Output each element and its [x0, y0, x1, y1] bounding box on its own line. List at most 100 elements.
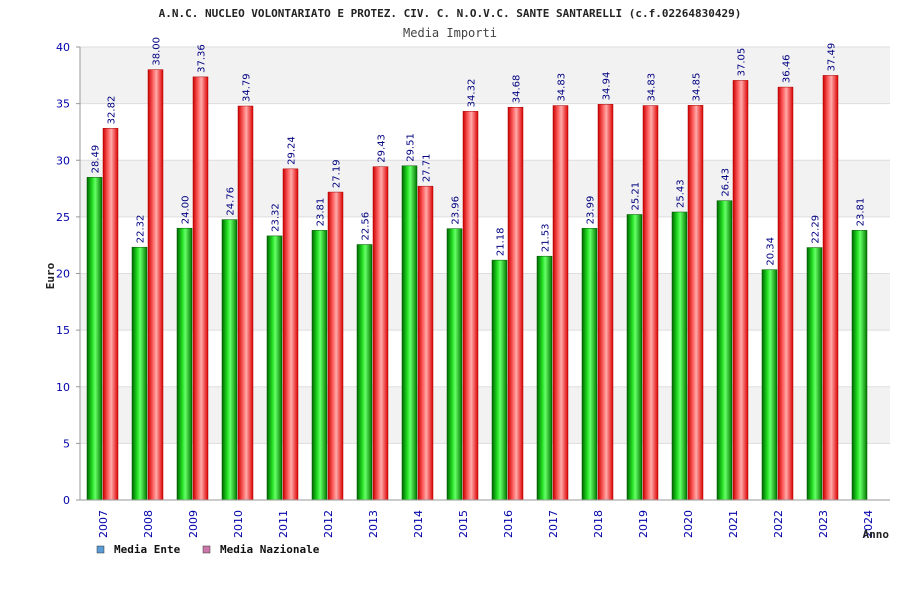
bar-media-ente: [536, 255, 553, 501]
legend-swatch-media-nazionale: [202, 545, 211, 554]
y-tick-label: 25: [56, 211, 70, 224]
bar-value-label: 23.99: [586, 196, 597, 225]
bar-media-ente: [311, 230, 328, 501]
y-tick-label: 0: [63, 494, 70, 507]
bar-value-label: 21.53: [541, 224, 552, 253]
y-tick-label: 15: [56, 324, 70, 337]
bar-media-ente: [581, 228, 598, 501]
plot-band: [80, 103, 890, 161]
bar-value-label: 25.43: [676, 179, 687, 208]
bar-value-label: 34.94: [602, 72, 613, 101]
bar-value-label: 20.34: [766, 237, 777, 266]
bar-media-ente: [851, 230, 868, 501]
bar-media-nazionale: [237, 105, 254, 501]
y-axis-label: Euro: [44, 262, 57, 289]
bar-media-nazionale: [597, 104, 614, 501]
x-axis-label: Anno: [863, 528, 890, 541]
x-tick-label: 2024: [862, 510, 875, 538]
x-tick-label: 2016: [502, 510, 515, 538]
bar-media-nazionale: [552, 105, 569, 501]
bar-value-label: 23.96: [451, 196, 462, 225]
plot-background: [80, 47, 890, 500]
legend-label-media-nazionale: Media Nazionale: [220, 543, 320, 556]
bar-value-label: 26.43: [721, 168, 732, 197]
bar-value-label: 27.19: [332, 159, 343, 188]
bar-media-nazionale: [732, 80, 749, 501]
bar-value-label: 34.83: [647, 73, 658, 102]
bar-value-label: 34.85: [692, 73, 703, 102]
legend-label-media-ente: Media Ente: [114, 543, 181, 556]
x-tick-label: 2021: [727, 510, 740, 538]
bar-value-label: 34.79: [242, 73, 253, 102]
bar-value-label: 22.56: [361, 212, 372, 241]
plot-band: [80, 216, 890, 274]
bar-value-label: 23.81: [856, 198, 867, 227]
bar-value-label: 22.32: [136, 215, 147, 244]
bar-media-nazionale: [462, 111, 479, 501]
bar-value-label: 24.76: [226, 187, 237, 216]
bar-value-label: 34.32: [467, 79, 478, 108]
bar-media-ente: [491, 259, 508, 501]
legend: Media Ente Media Nazionale: [96, 543, 320, 556]
bar-value-label: 37.36: [197, 44, 208, 73]
x-tick-label: 2020: [682, 510, 695, 538]
y-tick-label: 30: [56, 154, 70, 167]
x-tick-label: 2008: [142, 510, 155, 538]
bar-value-label: 32.82: [107, 96, 118, 125]
y-tick-label: 5: [63, 437, 70, 450]
bar-value-label: 27.71: [422, 154, 433, 183]
value-labels: 28.49 32.82 22.32 38.00 24.00 37.36 24.76 34.79…: [91, 37, 867, 266]
bar-media-ente: [266, 235, 283, 501]
bar-media-nazionale: [777, 86, 794, 501]
bar-media-ente: [86, 177, 103, 501]
x-tick-label: 2012: [322, 510, 335, 538]
x-tick-label: 2009: [187, 510, 200, 538]
bar-value-label: 23.81: [316, 198, 327, 227]
x-tick-label: 2019: [637, 510, 650, 538]
y-tick-label: 40: [56, 41, 70, 54]
bar-media-nazionale: [192, 76, 209, 501]
y-tick-label: 10: [56, 381, 70, 394]
bar-value-label: 36.46: [782, 54, 793, 83]
bar-media-ente: [806, 247, 823, 501]
x-tick-label: 2015: [457, 510, 470, 538]
x-tick-label: 2010: [232, 510, 245, 538]
bar-media-nazionale: [327, 191, 344, 501]
bar-media-nazionale: [417, 185, 434, 501]
y-tick-label: 35: [56, 98, 70, 111]
bar-value-label: 22.29: [811, 215, 822, 244]
bar-media-ente: [671, 211, 688, 501]
bar-value-label: 29.43: [377, 134, 388, 163]
bar-value-label: 38.00: [152, 37, 163, 66]
x-tick-label: 2007: [97, 510, 110, 538]
bar-media-ente: [626, 214, 643, 501]
bar-media-ente: [176, 227, 193, 501]
plot-band: [80, 47, 890, 104]
x-tick-label: 2018: [592, 510, 605, 538]
x-tick-label: 2022: [772, 510, 785, 538]
x-tick-label: 2011: [277, 510, 290, 538]
bar-media-ente: [356, 244, 373, 501]
legend-swatch-media-ente: [96, 545, 105, 554]
plot-band: [80, 160, 890, 217]
bar-value-label: 25.21: [631, 182, 642, 211]
bar-value-label: 21.18: [496, 227, 507, 256]
y-tick-label: 20: [56, 268, 70, 281]
x-tick-label: 2013: [367, 510, 380, 538]
bar-media-nazionale: [147, 69, 164, 501]
x-tick-label: 2023: [817, 510, 830, 538]
bar-media-ente: [131, 246, 148, 501]
x-tick-label: 2017: [547, 510, 560, 538]
plot-band: [80, 386, 890, 444]
bar-media-nazionale: [822, 75, 839, 501]
bar-value-label: 34.83: [557, 73, 568, 102]
bar-value-label: 37.49: [827, 43, 838, 72]
bar-value-label: 29.24: [287, 136, 298, 165]
plot-band: [80, 330, 890, 387]
bar-media-ente: [446, 228, 463, 501]
bar-media-nazionale: [102, 128, 119, 501]
x-tick-label: 2014: [412, 510, 425, 538]
y-axis-ticks: 0 5 10 15 20 25 30 35 40: [56, 41, 80, 507]
bar-media-nazionale: [282, 168, 299, 501]
